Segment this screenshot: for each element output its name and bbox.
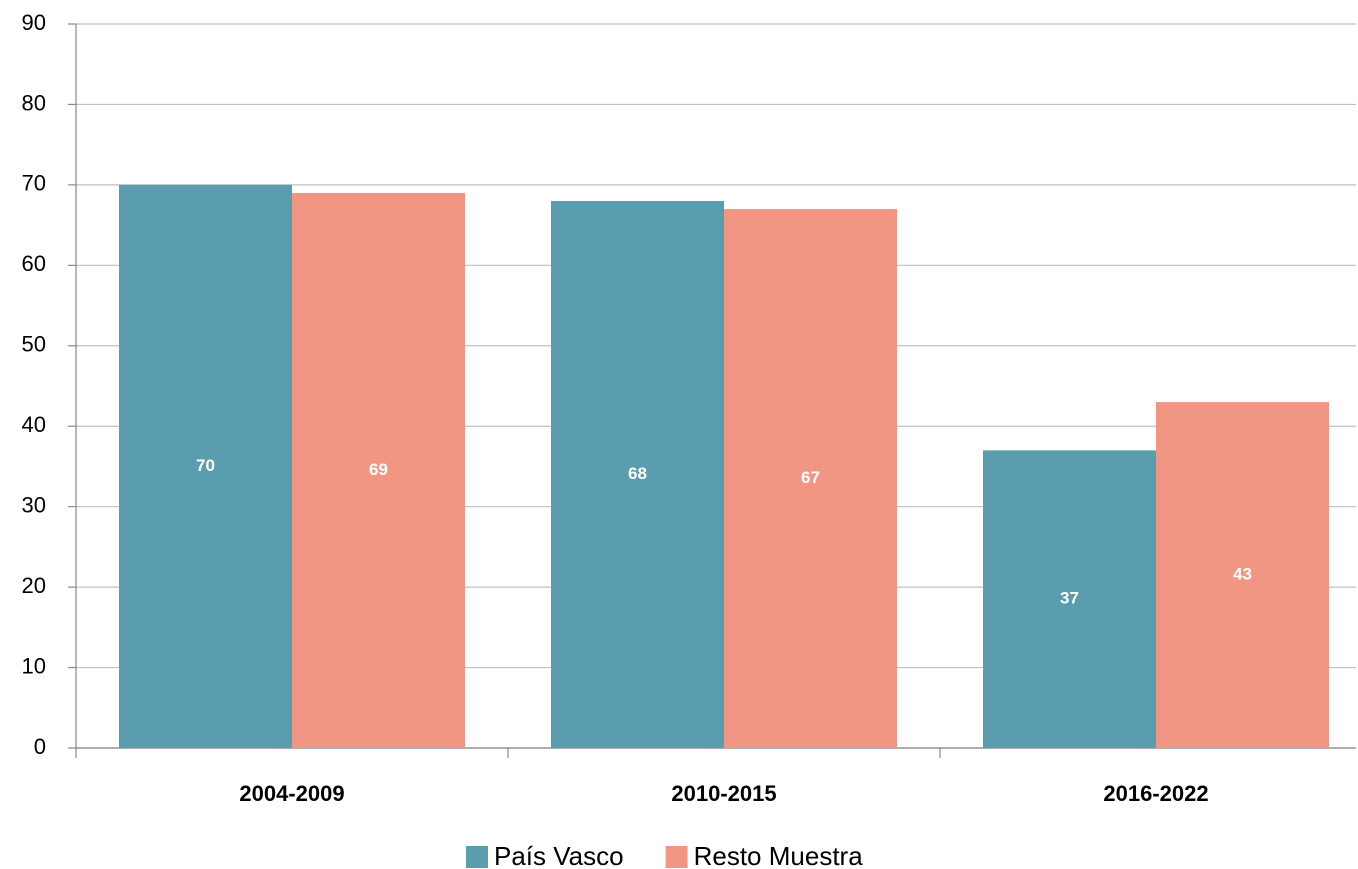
data-label: 43 <box>1233 565 1252 584</box>
bar <box>551 200 724 748</box>
y-tick-label: 40 <box>22 412 46 437</box>
legend-swatch <box>665 846 688 868</box>
data-label: 69 <box>369 460 388 479</box>
y-tick-label: 10 <box>22 653 46 678</box>
data-label: 70 <box>196 456 215 475</box>
legend-label: Resto Muestra <box>694 841 864 869</box>
x-tick-label: 2016-2022 <box>1103 781 1208 806</box>
y-tick-label: 30 <box>22 492 46 517</box>
legend-swatch <box>466 846 488 868</box>
y-tick-label: 0 <box>34 734 46 759</box>
y-tick-label: 70 <box>22 171 46 196</box>
data-label: 68 <box>628 464 647 483</box>
data-label: 37 <box>1060 589 1079 608</box>
y-tick-label: 60 <box>22 251 46 276</box>
x-tick-label: 2010-2015 <box>671 781 776 806</box>
bar <box>292 192 465 748</box>
y-tick-label: 50 <box>22 332 46 357</box>
bar <box>1156 402 1329 748</box>
y-tick-label: 20 <box>22 573 46 598</box>
x-tick-label: 2004-2009 <box>239 781 344 806</box>
bar <box>119 184 292 748</box>
bar <box>983 450 1156 748</box>
y-tick-label: 90 <box>22 10 46 35</box>
y-tick-label: 80 <box>22 90 46 115</box>
data-label: 67 <box>801 468 820 487</box>
bar <box>724 209 897 748</box>
legend-label: País Vasco <box>494 841 624 869</box>
